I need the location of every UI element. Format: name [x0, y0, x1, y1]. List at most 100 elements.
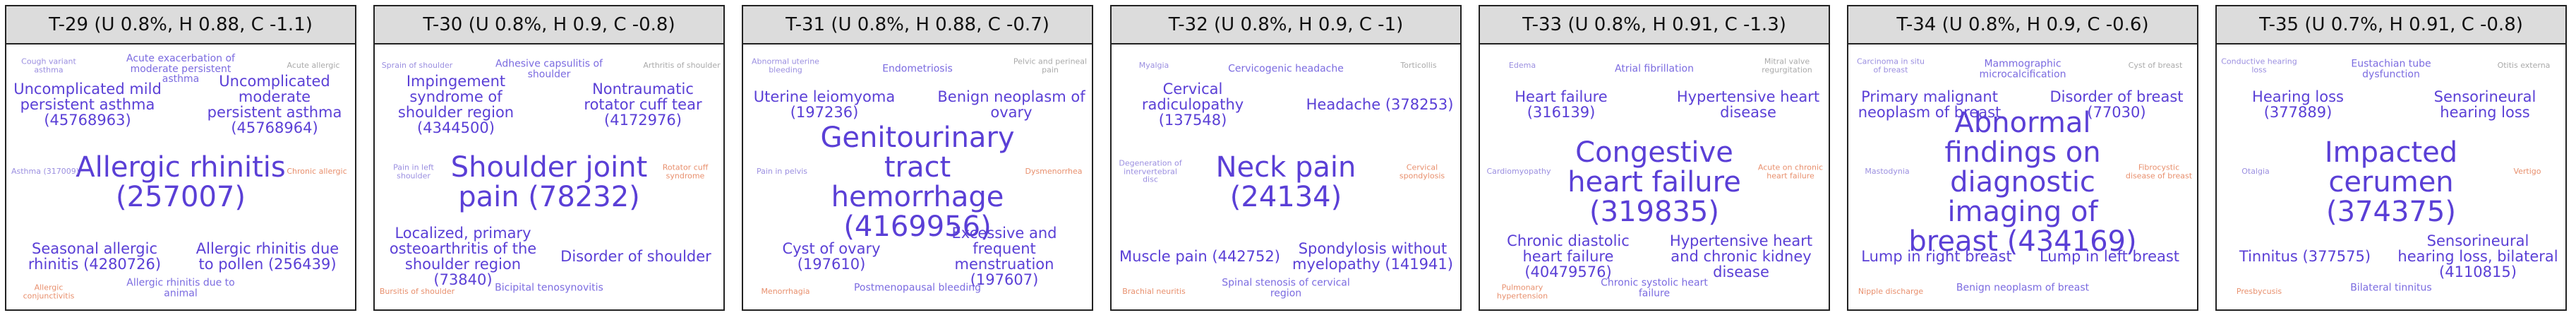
cloud-word: Arthritis of shoulder	[643, 61, 721, 71]
cloud-word: Hypertensive heart and chronic kidney di…	[1669, 232, 1813, 281]
cloud-word: Genitourinary tract hemorrhage (4169956)	[820, 122, 1015, 243]
word-cloud-panel: T-30 (U 0.8%, H 0.9, C -0.8) Shoulder joi…	[373, 5, 725, 311]
cloud-word: Pulmonary hypertension	[1496, 283, 1548, 300]
word-cloud-panel: T-29 (U 0.8%, H 0.88, C -1.1) Allergic rh…	[5, 5, 356, 311]
panel-title: T-35 (U 0.7%, H 0.91, C -0.8)	[2217, 6, 2565, 45]
panel-title: T-33 (U 0.8%, H 0.91, C -1.3)	[1480, 6, 1829, 45]
cloud-word: Sensorineural hearing loss, bilateral (4…	[2397, 232, 2558, 281]
cloud-word: Impingement syndrome of shoulder region …	[397, 72, 514, 137]
cloud-word: Abnormal uterine bleeding	[752, 57, 819, 74]
cloud-word: Otitis externa	[2497, 61, 2551, 71]
cloud-word: Degeneration of intervertebral disc	[1119, 158, 1182, 184]
cloud-word: Uterine leiomyoma (197236)	[753, 88, 896, 121]
word-cloud: Congestive heart failure (319835) Heart f…	[1480, 45, 1829, 309]
cloud-word: Lump in left breast	[2039, 247, 2180, 265]
cloud-word: Uncomplicated moderate persistent asthma…	[207, 72, 342, 137]
cloud-word: Allergic conjunctivitis	[23, 283, 75, 300]
cloud-word: Nipple discharge	[1858, 287, 1924, 297]
cloud-word: Acute exacerbation of moderate persisten…	[126, 52, 235, 85]
panel-title: T-29 (U 0.8%, H 0.88, C -1.1)	[6, 6, 355, 45]
cloud-word: Cough variant asthma	[21, 57, 76, 74]
panel-title: T-32 (U 0.8%, H 0.9, C -1)	[1112, 6, 1460, 45]
cloud-word: Bicipital tenosynovitis	[495, 282, 603, 294]
cloud-word: Endometriosis	[882, 63, 953, 75]
cloud-word: Otalgia	[2241, 167, 2270, 177]
cloud-word: Acute on chronic heart failure	[1757, 162, 1824, 180]
cloud-word: Vertigo	[2513, 167, 2541, 177]
cloud-word: Primary malignant neoplasm of breast	[1858, 88, 2002, 121]
cloud-word: Menorrhagia	[761, 287, 810, 297]
cloud-word: Heart failure (316139)	[1515, 88, 1608, 121]
word-cloud: Allergic rhinitis (257007) Uncomplicated …	[6, 45, 355, 309]
cloud-word: Sprain of shoulder	[381, 61, 453, 71]
cloud-word: Atrial fibrillation	[1615, 63, 1694, 75]
cloud-word: Eustachian tube dysfunction	[2351, 58, 2431, 80]
panel-title: T-31 (U 0.8%, H 0.88, C -0.7)	[743, 6, 1092, 45]
cloud-word: Allergic rhinitis due to animal	[126, 277, 235, 299]
cloud-word: Torticollis	[1400, 61, 1437, 71]
word-cloud: Genitourinary tract hemorrhage (4169956)…	[743, 45, 1092, 309]
word-cloud-panel: T-34 (U 0.8%, H 0.9, C -0.6) Abnormal fin…	[1847, 5, 2198, 311]
cloud-word: Sensorineural hearing loss	[2433, 88, 2536, 121]
cloud-word: Allergic rhinitis (257007)	[76, 151, 286, 213]
word-cloud-panel: T-35 (U 0.7%, H 0.91, C -0.8) Impacted ce…	[2215, 5, 2567, 311]
cloud-word: Acute allergic	[287, 61, 340, 71]
cloud-word: Cervical radiculopathy (137548)	[1141, 80, 1244, 129]
cloud-word: Headache (378253)	[1306, 95, 1454, 113]
cloud-word: Cervical spondylosis	[1399, 162, 1445, 180]
cloud-word: Presbycusis	[2236, 287, 2282, 297]
cloud-word: Pain in pelvis	[756, 167, 808, 177]
cloud-word: Disorder of shoulder	[560, 247, 711, 265]
cloud-word: Cardiomyopathy	[1486, 167, 1551, 177]
cloud-word: Localized, primary osteoarthritis of the…	[389, 224, 537, 289]
word-cloud: Abnormal findings on diagnostic imaging …	[1848, 45, 2197, 309]
cloud-word: Neck pain (24134)	[1215, 151, 1356, 213]
cloud-word: Conductive hearing loss	[2221, 57, 2297, 74]
cloud-word: Spondylosis without myelopathy (141941)	[1292, 239, 1453, 273]
cloud-word: Benign neoplasm of ovary	[937, 88, 1085, 121]
word-cloud-panel: T-33 (U 0.8%, H 0.91, C -1.3) Congestive …	[1479, 5, 1830, 311]
cloud-word: Tinnitus (377575)	[2239, 247, 2371, 265]
cloud-word: Fibrocystic disease of breast	[2125, 162, 2193, 180]
word-cloud: Neck pain (24134) Cervical radiculopathy …	[1112, 45, 1460, 309]
cloud-word: Lump in right breast	[1861, 247, 2012, 265]
cloud-word: Hearing loss (377889)	[2252, 88, 2344, 121]
cloud-word: Bilateral tinnitus	[2350, 282, 2432, 294]
word-cloud-panel: T-32 (U 0.8%, H 0.9, C -1) Neck pain (241…	[1110, 5, 1462, 311]
cloud-word: Allergic rhinitis due to pollen (256439)	[195, 239, 339, 273]
cloud-word: Congestive heart failure (319835)	[1567, 136, 1741, 228]
cloud-word: Edema	[1508, 61, 1536, 71]
cloud-word: Pelvic and perineal pain	[1013, 57, 1088, 74]
cloud-word: Muscle pain (442752)	[1119, 247, 1280, 265]
cloud-word: Postmenopausal bleeding	[853, 282, 982, 294]
cloud-word: Seasonal allergic rhinitis (4280726)	[28, 239, 162, 273]
cloud-word: Abnormal findings on diagnostic imaging …	[1908, 107, 2137, 258]
panel-title: T-30 (U 0.8%, H 0.9, C -0.8)	[375, 6, 723, 45]
cloud-word: Chronic diastolic heart failure (4047957…	[1507, 232, 1630, 281]
cloud-word: Bursitis of shoulder	[379, 287, 455, 297]
cloud-word: Cyst of breast	[2128, 61, 2183, 71]
cloud-word: Myalgia	[1138, 61, 1169, 71]
cloud-word: Spinal stenosis of cervical region	[1222, 277, 1350, 299]
cloud-word: Disorder of breast (77030)	[2050, 88, 2184, 121]
panel-title: T-34 (U 0.8%, H 0.9, C -0.6)	[1848, 6, 2197, 45]
cloud-word: Adhesive capsulitis of shoulder	[495, 58, 603, 80]
cloud-word: Hypertensive heart disease	[1676, 88, 1820, 121]
cloud-word: Brachial neuritis	[1122, 287, 1186, 297]
cloud-word: Uncomplicated mild persistent asthma (45…	[13, 80, 162, 129]
cloud-word: Chronic systolic heart failure	[1601, 277, 1708, 299]
cloud-word: Cervicogenic headache	[1228, 63, 1344, 75]
cloud-word: Nontraumatic rotator cuff tear (4172976)	[584, 80, 702, 129]
cloud-word: Impacted cerumen (374375)	[2324, 136, 2458, 228]
cloud-word: Excessive and frequent menstruation (197…	[951, 224, 1057, 289]
cloud-word: Carcinoma in situ of breast	[1856, 57, 1925, 74]
cloud-word: Mitral valve regurgitation	[1762, 57, 1812, 74]
cloud-word: Mastodynia	[1865, 167, 1910, 177]
cloud-word: Cyst of ovary (197610)	[782, 239, 881, 273]
cloud-word: Pain in left shoulder	[393, 162, 434, 180]
word-cloud: Shoulder joint pain (78232) Impingement s…	[375, 45, 723, 309]
cloud-word: Chronic allergic	[287, 167, 347, 177]
cloud-word: Shoulder joint pain (78232)	[450, 151, 648, 213]
word-cloud-panel: T-31 (U 0.8%, H 0.88, C -0.7) Genitourina…	[742, 5, 1093, 311]
